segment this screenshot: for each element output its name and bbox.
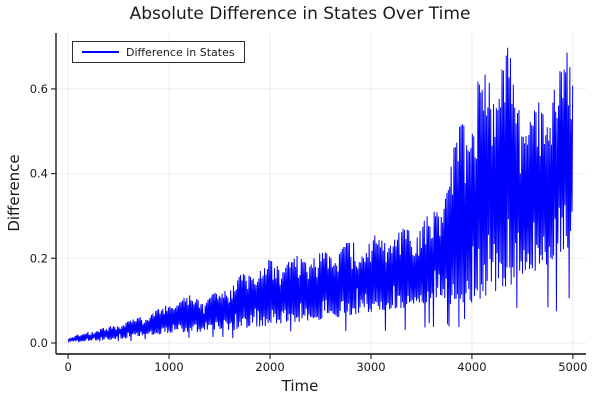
y-tick-label: 0.2: [30, 251, 48, 265]
y-tick-label: 0.6: [30, 82, 48, 96]
x-tick-label: 4000: [457, 360, 486, 374]
y-tick-label: 0.4: [30, 167, 48, 181]
y-axis-label: Difference: [5, 154, 23, 232]
legend-label: Difference in States: [126, 45, 235, 59]
x-tick-label: 2000: [255, 360, 284, 374]
y-tick-label: 0.0: [30, 336, 48, 350]
data-line-difference-in-states: [67, 47, 574, 344]
x-axis-label: Time: [281, 377, 319, 395]
x-tick-label: 3000: [356, 360, 385, 374]
chart-title: Absolute Difference in States Over Time: [129, 4, 471, 24]
legend-line-sample-icon: [82, 51, 119, 53]
x-tick-label: 0: [64, 360, 71, 374]
legend: Difference in States: [72, 41, 245, 63]
x-tick-label: 1000: [154, 360, 183, 374]
x-tick-label: 5000: [558, 360, 587, 374]
